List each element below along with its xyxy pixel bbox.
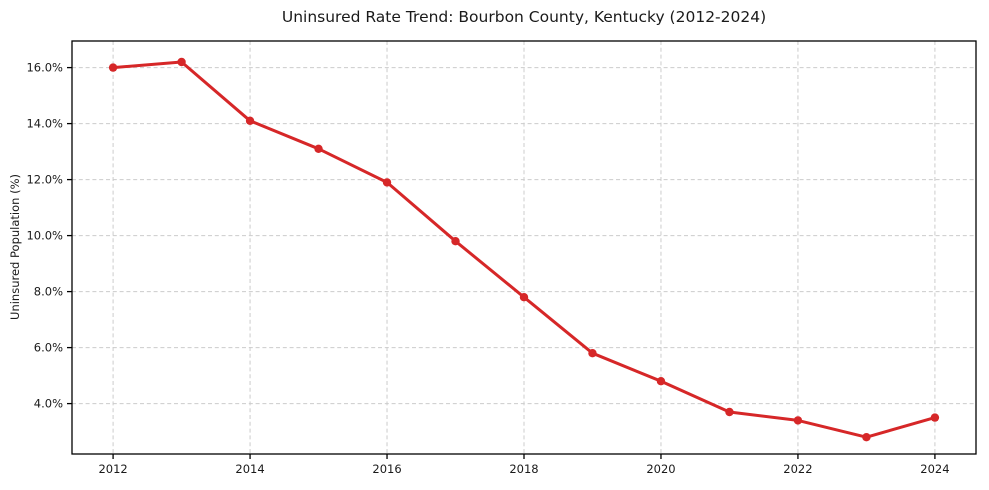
data-point [451, 237, 460, 246]
y-tick-label: 12.0% [26, 173, 63, 187]
x-tick-label: 2012 [98, 462, 127, 476]
y-tick-label: 8.0% [34, 285, 63, 299]
data-point [382, 178, 392, 187]
y-axis-label: Uninsured Population (%) [8, 174, 22, 320]
y-tick-label: 6.0% [34, 341, 63, 355]
data-point [245, 116, 255, 126]
y-tick-label: 14.0% [26, 117, 63, 131]
data-point [793, 416, 803, 425]
data-point [177, 57, 186, 67]
data-point [656, 377, 666, 386]
data-point [725, 407, 734, 417]
x-tick-label: 2020 [646, 462, 675, 476]
y-tick-label: 4.0% [34, 397, 63, 411]
x-tick-label: 2022 [783, 462, 812, 476]
chart-title: Uninsured Rate Trend: Bourbon County, Ke… [282, 8, 766, 26]
data-point [314, 144, 323, 153]
data-point [930, 413, 940, 422]
x-tick-label: 2016 [372, 462, 401, 476]
x-tick-label: 2014 [235, 462, 264, 476]
y-tick-label: 16.0% [26, 61, 63, 75]
data-point [108, 63, 118, 72]
data-point [588, 349, 597, 358]
x-tick-label: 2024 [920, 462, 949, 476]
plot-area: 2012 2014 2016 2018 2020 2022 2024 4.0% 6.0% 8.0%… [26, 40, 977, 476]
data-point [862, 433, 871, 442]
y-tick-label: 10.0% [26, 229, 63, 243]
x-tick-label: 2018 [509, 462, 538, 476]
data-point [519, 293, 529, 302]
